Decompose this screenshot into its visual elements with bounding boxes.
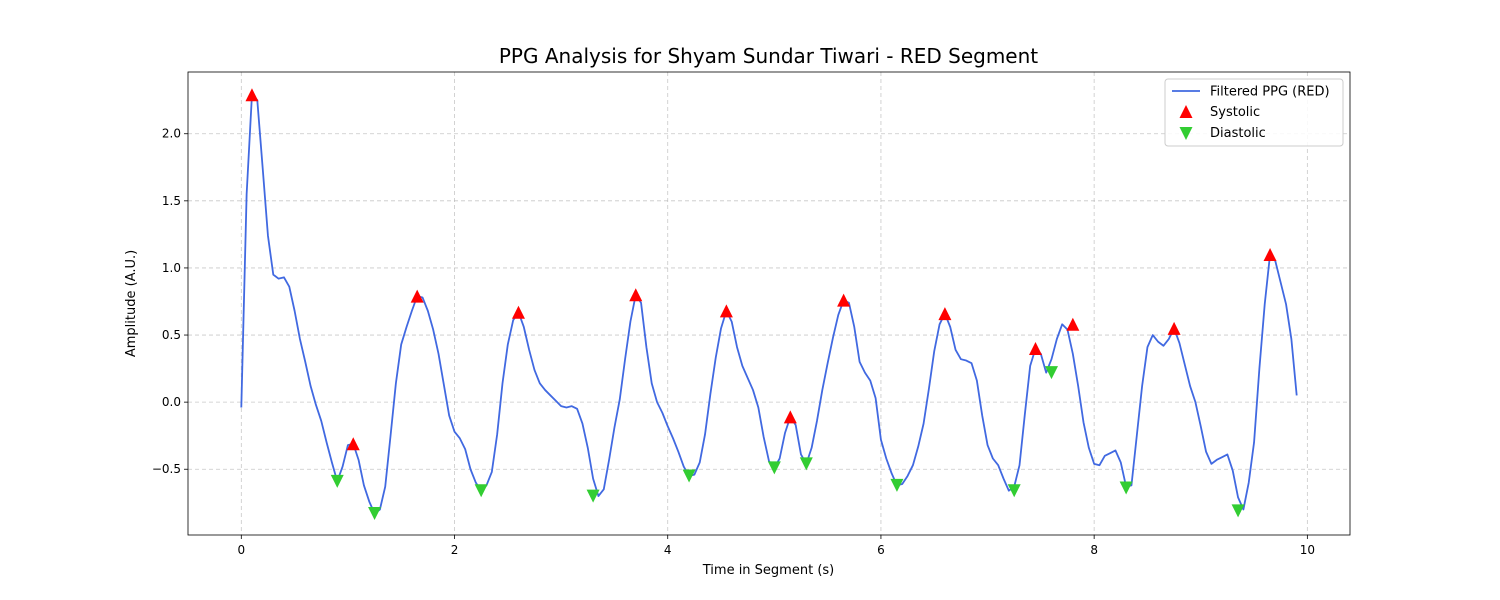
diastolic-marker: [368, 507, 382, 521]
systolic-marker: [1066, 317, 1080, 331]
legend-box: [1164, 78, 1344, 147]
y-tick-label: 2.0: [162, 127, 181, 141]
legend: Filtered PPG (RED) Systolic Diastolic: [1164, 78, 1344, 147]
systolic-marker: [346, 437, 360, 451]
systolic-marker: [245, 88, 259, 102]
x-tick-label: 4: [664, 543, 672, 557]
y-axis-title: Amplitude (A.U.): [124, 250, 139, 357]
diastolic-marker: [1231, 504, 1245, 518]
x-axis-title: Time in Segment (s): [702, 563, 834, 578]
y-tick-label: 0.0: [162, 395, 181, 409]
x-axis: 0 2 4 6 8 10: [237, 535, 1315, 557]
legend-label-filtered-ppg: Filtered PPG (RED): [1210, 85, 1330, 100]
x-tick-label: 8: [1090, 543, 1098, 557]
diastolic-marker: [1007, 484, 1021, 498]
diastolic-marker: [1045, 366, 1058, 380]
systolic-marker: [1263, 248, 1277, 262]
systolic-marker: [629, 288, 643, 302]
diastolic-marker: [682, 469, 696, 483]
x-tick-label: 10: [1300, 543, 1315, 557]
y-tick-label: −0.5: [152, 462, 181, 476]
systolic-marker: [511, 305, 525, 319]
y-tick-label: 0.5: [162, 328, 181, 342]
diastolic-marker: [767, 461, 781, 475]
systolic-marker: [783, 410, 797, 424]
systolic-marker: [1167, 321, 1181, 335]
x-tick-label: 6: [877, 543, 885, 557]
systolic-marker: [719, 304, 733, 318]
legend-diastolic-marker: [1179, 127, 1193, 140]
diastolic-marker: [890, 478, 904, 492]
y-axis: −0.5 0.0 0.5 1.0 1.5 2.0: [152, 127, 188, 476]
systolic-marker: [1029, 341, 1043, 355]
plot-area: [187, 71, 1351, 536]
plot-frame: [187, 71, 1351, 536]
y-tick-label: 1.0: [162, 261, 181, 275]
systolic-marker: [837, 293, 851, 307]
diastolic-marker: [1119, 481, 1133, 495]
diastolic-marker: [474, 484, 488, 498]
chart-title: PPG Analysis for Shyam Sundar Tiwari - R…: [499, 44, 1038, 68]
grid-lines: [188, 72, 1350, 535]
legend-label-systolic: Systolic: [1210, 105, 1260, 120]
diastolic-marker: [799, 457, 813, 471]
x-tick-label: 0: [237, 543, 245, 557]
systolic-marker: [410, 289, 424, 303]
diastolic-marker: [330, 474, 344, 488]
systolic-marker: [938, 307, 952, 321]
y-tick-label: 1.5: [162, 194, 181, 208]
marker-layer: [245, 88, 1277, 521]
legend-systolic-marker: [1179, 105, 1193, 118]
diastolic-marker: [586, 489, 600, 503]
x-tick-label: 2: [451, 543, 459, 557]
legend-label-diastolic: Diastolic: [1210, 126, 1266, 141]
